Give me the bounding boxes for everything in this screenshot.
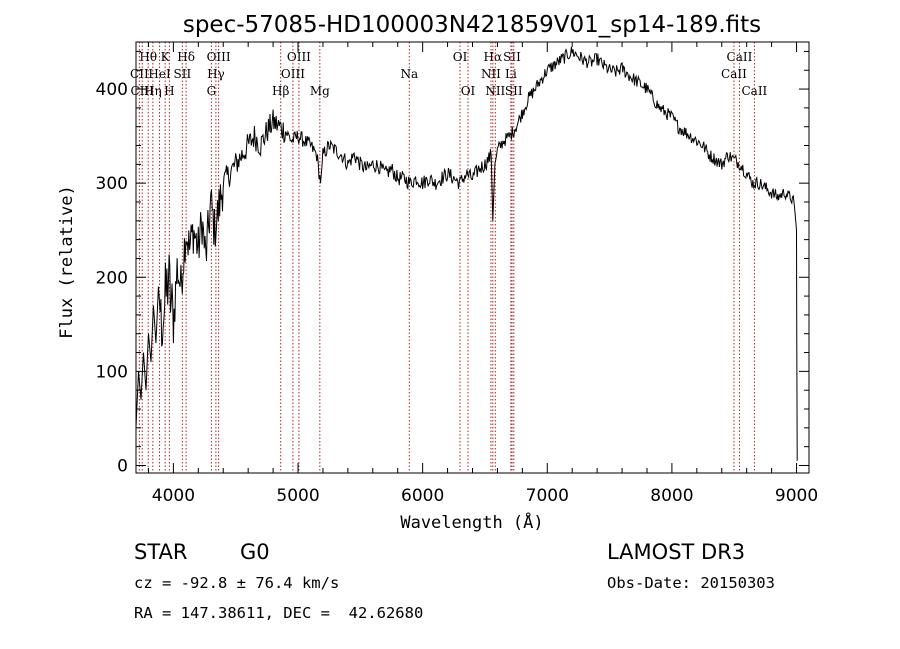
line-label-11: SII (174, 67, 192, 81)
line-label-22: Hβ (272, 84, 289, 98)
x-tick-label-4: 8000 (650, 486, 693, 506)
obs-date-text: Obs-Date: 20150303 (607, 574, 775, 592)
line-label-13: OIII (281, 67, 305, 81)
line-label-27: CaII (741, 84, 767, 98)
line-label-16: Li (505, 67, 517, 81)
y-tick-label-2: 200 (96, 268, 128, 288)
survey-name: LAMOST DR3 (607, 540, 746, 564)
redshift-text: cz = -92.8 ± 76.4 km/s (134, 574, 340, 592)
line-label-3: OIII (207, 50, 231, 64)
y-tick-label-3: 300 (96, 174, 128, 194)
y-tick-label-1: 100 (96, 362, 128, 382)
line-label-8: CaII (727, 50, 753, 64)
axis-ticks: 4000 5000 6000 7000 8000 9000 0 100 200 300 400 (96, 42, 818, 506)
line-label-12: Hγ (207, 67, 225, 81)
line-label-5: OI (453, 50, 468, 64)
line-label-25: NII (485, 84, 505, 98)
plot-frame (135, 41, 810, 474)
line-label-1: K (161, 50, 171, 64)
line-label-24: OI (461, 84, 476, 98)
x-tick-label-3: 7000 (526, 486, 569, 506)
line-label-17: CaII (721, 67, 747, 81)
spectrum-line (135, 46, 798, 461)
x-axis-label: Wavelength (Å) (400, 511, 543, 533)
plot-data (135, 46, 798, 461)
object-class: STAR (134, 540, 188, 564)
line-label-10: HeI (148, 67, 171, 81)
line-label-9: CII (130, 67, 149, 81)
line-label-2: Hδ (177, 50, 195, 64)
line-label-19: Hη (144, 84, 162, 98)
line-label-21: G (207, 84, 217, 98)
y-tick-label-0: 0 (117, 456, 128, 476)
line-label-20: H (164, 84, 174, 98)
line-label-4: OIII (287, 50, 311, 64)
x-tick-label-5: 9000 (775, 486, 818, 506)
line-label-26: SII (505, 84, 523, 98)
line-label-23: Mg (310, 84, 330, 98)
object-subclass: G0 (240, 540, 270, 564)
x-tick-label-1: 5000 (276, 486, 319, 506)
coordinates-text: RA = 147.38611, DEC = 42.62680 (134, 604, 424, 622)
chart-title: spec-57085-HD100003N421859V01_sp14-189.f… (183, 12, 761, 38)
x-tick-label-0: 4000 (152, 486, 195, 506)
x-tick-label-2: 6000 (401, 486, 444, 506)
line-label-6: Hα (484, 50, 503, 64)
line-label-15: NII (481, 67, 501, 81)
line-label-7: SII (503, 50, 521, 64)
y-tick-label-4: 400 (96, 80, 128, 100)
line-label-14: Na (400, 67, 418, 81)
y-axis-label: Flux (relative) (57, 185, 77, 339)
